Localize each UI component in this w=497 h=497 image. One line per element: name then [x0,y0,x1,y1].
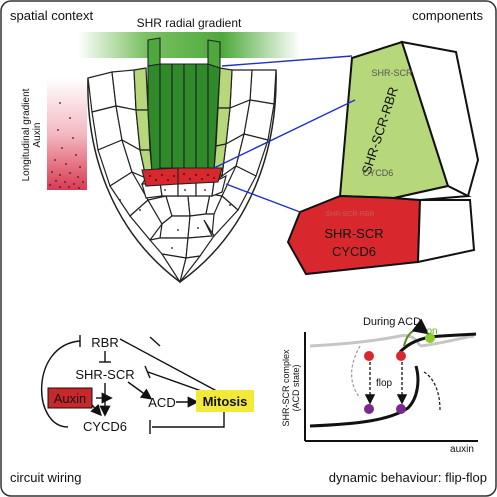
panel-title-dynamic-behaviour: dynamic behaviour: flip-flop [328,470,487,485]
zoom-line-middle [213,99,356,169]
flop-label: flop [376,378,393,389]
state-on [425,333,435,343]
panel-title-components: components [412,8,483,23]
longitudinal-gradient-label: Longitudinal gradient [21,88,32,181]
right-white-cell [400,40,480,198]
niche-dots [119,173,231,249]
circuit-acd: ACD [148,395,175,410]
auxin-gradient-bar [47,78,87,190]
panel-title-spatial-context: spatial context [10,8,94,23]
state-purple-right [396,404,406,414]
auxin-label: Auxin [32,122,43,147]
on-label: on [426,326,437,337]
state-red-left [364,351,374,361]
circuit-mitosis: Mitosis [203,394,248,409]
circuit-rbr: RBR [91,335,118,350]
component-label-cycd6-small: CYCD6 [363,168,394,178]
component-label-cycd6-main: CYCD6 [332,244,376,259]
mitosis-box [196,390,254,412]
zoom-line-bottom [225,183,301,213]
panel-title-circuit-wiring: circuit wiring [10,470,82,485]
auxin-box [47,387,93,409]
components-zoom [286,40,480,276]
y-axis-label-2: (ACD state) [291,364,301,411]
stele-cells [147,37,221,173]
component-label-shr-scr-main: SHR-SCR [324,226,383,241]
lower-right-white [393,184,472,202]
stem-cell-niche [141,167,223,187]
shr-gradient-band [78,32,300,58]
flipflop-plot [304,318,478,442]
circuit-cycd6: CYCD6 [83,419,127,434]
component-label-shr-scr: SHR-SCR [371,68,413,78]
auxin-dots [49,102,84,189]
shr-gradient-label: SHR radial gradient [137,16,242,30]
during-acd-label: During ACD [363,316,421,328]
state-red-right [396,351,406,361]
zoom-line-top [221,55,353,67]
x-axis-label: auxin [450,444,474,455]
state-purple-left [364,404,374,414]
component-label-rbr-faint: SHR-SCR-RBR [326,211,375,218]
circuit-auxin: Auxin [54,391,87,406]
y-axis-label-1: SHR-SCR complex [281,349,291,427]
circuit-diagram [40,335,227,434]
circuit-shr-scr: SHR-SCR [75,367,134,382]
